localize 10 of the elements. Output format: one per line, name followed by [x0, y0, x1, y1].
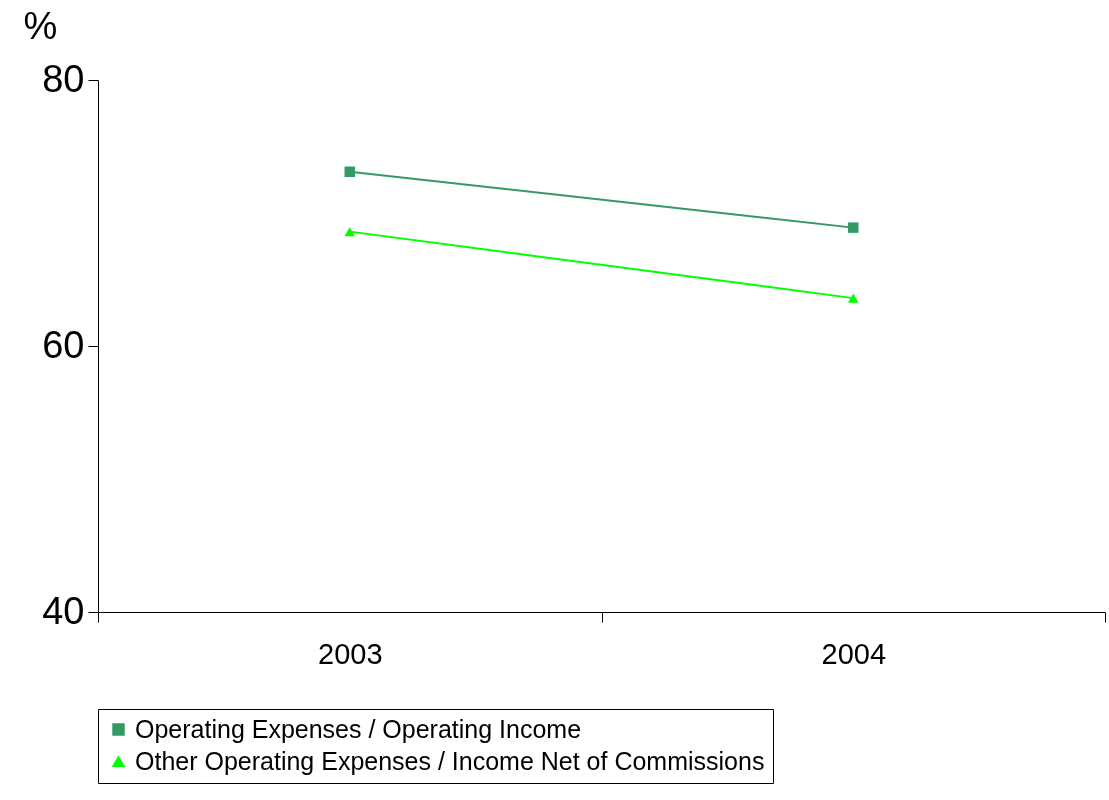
y-tick-label: 60: [42, 323, 85, 366]
legend-label: Other Operating Expenses / Income Net of Commissions: [135, 746, 765, 775]
y-tick-label: 40: [42, 589, 85, 632]
y-axis-title: %: [23, 4, 58, 47]
x-tick-label: 2004: [821, 637, 887, 670]
legend-label: Operating Expenses / Operating Income: [135, 714, 582, 743]
x-tick-label: 2003: [317, 637, 383, 670]
point: [344, 166, 355, 178]
point: [848, 222, 859, 233]
y-tick-label: 80: [42, 57, 85, 100]
